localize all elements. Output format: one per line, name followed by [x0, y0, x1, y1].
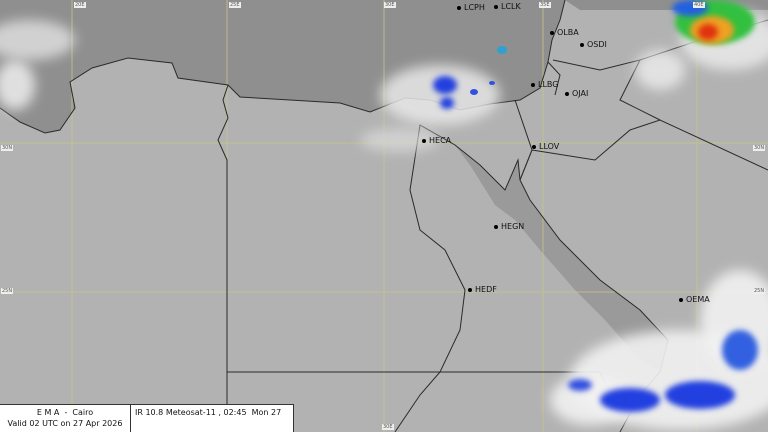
product-box: IR 10.8 Meteosat-11 , 02:45 Mon 27: [131, 405, 294, 432]
issuer-box: E M A - Cairo Valid 02 UTC on 27 Apr 202…: [0, 405, 131, 432]
station-oema: OEMA: [679, 295, 710, 305]
red-sea: [455, 145, 668, 372]
station-llov: LLOV: [532, 142, 559, 152]
grid-label-lon: 20E: [74, 2, 86, 8]
info-panel: E M A - Cairo Valid 02 UTC on 27 Apr 202…: [0, 404, 294, 432]
grid-label-lat: 25N: [753, 288, 766, 294]
station-hedf: HEDF: [468, 285, 497, 295]
agency-label: E M A - Cairo: [36, 408, 94, 417]
station-llbg: LLBG: [531, 80, 558, 90]
grid-label-lat: 30N: [1, 145, 14, 151]
station-hegn: HEGN: [494, 222, 524, 232]
station-heca: HECA: [422, 136, 451, 146]
valid-time: Valid 02 UTC on 27 Apr 2026: [7, 419, 123, 428]
grid-label-lon-bottom: 30E: [382, 424, 394, 430]
station-ojai: OJAI: [565, 89, 588, 99]
grid-label-lon: 25E: [229, 2, 241, 8]
station-osdi: OSDI: [580, 40, 607, 50]
station-olba: OLBA: [550, 28, 579, 38]
grid-label-lon: 35E: [539, 2, 551, 8]
grid-label-lon: 30E: [384, 2, 396, 8]
grid-label-lat: 30N: [753, 145, 766, 151]
grid-label-lat: 25N: [1, 288, 14, 294]
grid-label-lon: 40E: [693, 2, 705, 8]
station-lclk: LCLK: [494, 2, 521, 12]
product-label: IR 10.8 Meteosat-11 , 02:45 Mon 27: [135, 408, 282, 417]
station-lcph: LCPH: [457, 3, 485, 13]
